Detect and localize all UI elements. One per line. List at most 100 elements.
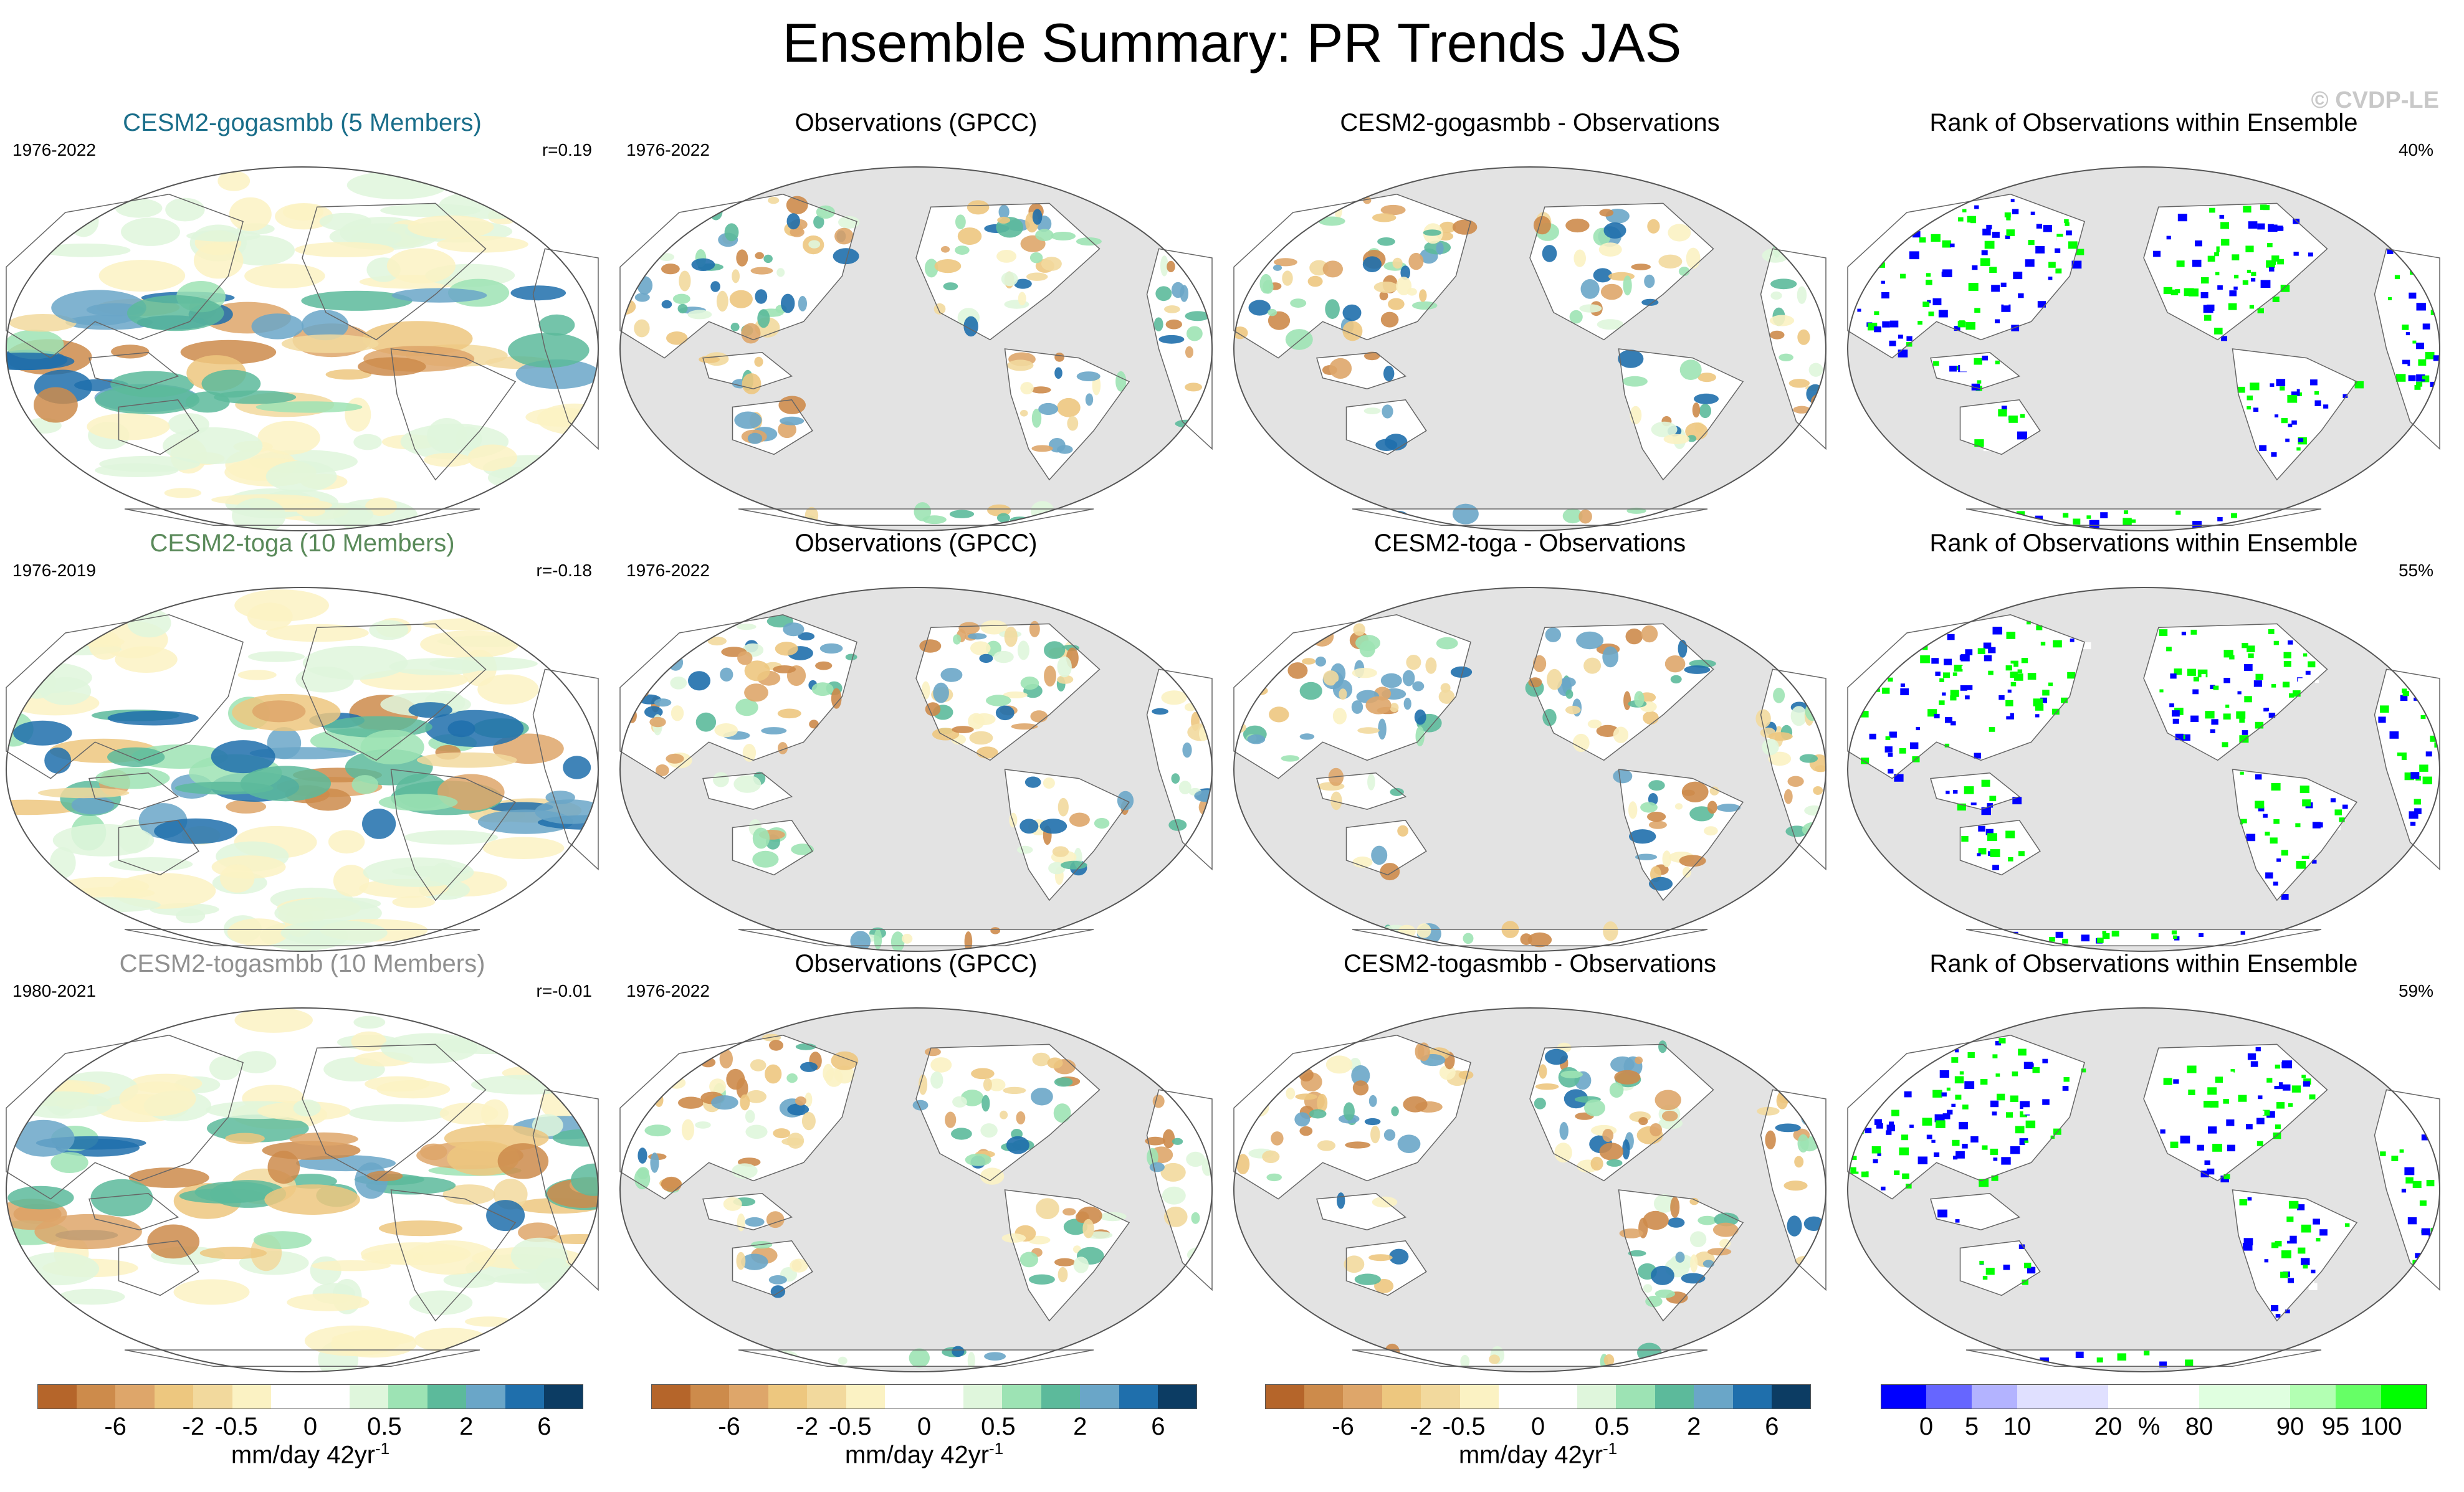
trend-blob [723,1197,742,1211]
trend-blob [1784,789,1793,804]
rank-pixel [2244,696,2252,703]
trend-blob [919,639,942,653]
rank-pixel [1943,728,1948,732]
rank-pixel [2409,1149,2414,1154]
rank-pixel [1967,216,1977,224]
rank-pixel [2032,1085,2038,1090]
trend-blob [1689,1197,1699,1205]
rank-pixel [1922,1118,1932,1126]
rank-pixel [1960,1215,1968,1220]
rank-pixel [2003,710,2010,716]
colorbar-swatch [1041,1384,1081,1409]
panel-r2-diff: CESM2-toga - Observations [1228,530,1832,952]
rank-pixel [2021,658,2028,663]
rank-pixel [1897,671,1901,675]
rank-pixel [1970,801,1977,805]
coastline [6,194,599,526]
rank-pixel [2272,297,2280,302]
trend-blob [1309,1109,1327,1119]
panel-r3-diff: CESM2-togasmbb - Observations [1228,950,1832,1372]
rank-pixel [2226,1119,2235,1126]
panel-title: CESM2-gogasmbb (5 Members) [123,109,482,136]
rank-pixel [2020,1101,2030,1109]
rank-pixel [1983,1161,1988,1164]
trend-blob [121,217,180,246]
rank-pixel [2185,1106,2194,1114]
trend-blob [1769,330,1785,340]
trend-blob [429,657,538,671]
trend-blob [642,675,650,696]
trend-blob [1073,1257,1089,1273]
rank-pixel [2275,1314,2281,1318]
trend-blob [1299,1126,1313,1136]
rank-pixel [2273,881,2278,886]
trend-blob [1775,1123,1801,1133]
rank-pixel [2027,1266,2036,1274]
rank-pixel [1950,695,1957,701]
rank-pixel [1992,627,2002,635]
rank-pixel [2423,282,2431,288]
rank-pixel [2048,262,2056,268]
rank-pixel [2401,1189,2407,1193]
rank-pixel [1992,232,2000,238]
colorbar-swatch [427,1384,467,1409]
rank-pixel [2400,695,2408,701]
rank-pixel [2258,1095,2263,1100]
trend-blob [809,720,819,729]
rank-pixel [2102,933,2110,939]
rank-pixel [1874,1119,1882,1125]
colorbar-swatch [1119,1384,1158,1409]
rank-pixel [2303,1265,2308,1269]
trend-blob [58,877,150,896]
rank-pixel [2342,394,2348,398]
map-container [0,1003,604,1380]
trend-blob [248,651,305,662]
rank-pixel [2422,375,2427,379]
trend-blob [71,796,115,815]
rank-pixel [1925,727,1932,733]
rank-pixel [2268,211,2274,216]
rank-pixel [2295,823,2301,827]
colorbar-swatch [505,1384,545,1409]
trend-blob [754,356,763,367]
map-container [1228,162,1832,539]
map-container [614,582,1218,959]
rank-pixel [2289,1202,2294,1207]
rank-pixel [2428,292,2433,297]
rank-pixel [1929,1127,1934,1131]
rank-pixel [2236,1073,2245,1081]
rank-pixel [2172,710,2180,717]
rank-pixel [2207,1087,2217,1095]
trend-blob [1787,1215,1802,1237]
trend-blob [209,1056,241,1080]
trend-blob [1698,373,1716,383]
panel-title: Observations (GPCC) [795,109,1038,136]
trend-blob [1439,221,1456,234]
rank-pixel [2036,625,2043,630]
trend-blob [1787,776,1804,787]
rank-pixel [1987,711,1994,718]
rank-pixel [2023,292,2032,298]
rank-pixel [1851,1156,1857,1161]
trend-blob [1402,670,1415,687]
trend-blob [365,497,397,516]
trend-blob [358,357,426,376]
trend-blob [1052,846,1069,857]
trend-blob [1164,1206,1188,1227]
rank-pixel [1962,1105,1969,1109]
trend-blob [1603,1354,1615,1366]
rank-pixel [1942,1113,1951,1119]
trend-blob [998,204,1010,219]
trend-blob [1804,805,1825,816]
panel-title: Rank of Observations within Ensemble [1929,530,2358,557]
trend-blob [1797,329,1810,345]
rank-pixel [1877,1152,1881,1156]
map-border [6,166,599,531]
trend-blob [1533,655,1547,672]
rank-pixel [1951,1103,1956,1107]
rank-pixel [2378,716,2386,723]
rank-pixel [1938,310,1948,318]
trend-blob [1768,732,1793,741]
rank-pixel [2266,242,2273,247]
rank-pixel [2203,305,2213,313]
